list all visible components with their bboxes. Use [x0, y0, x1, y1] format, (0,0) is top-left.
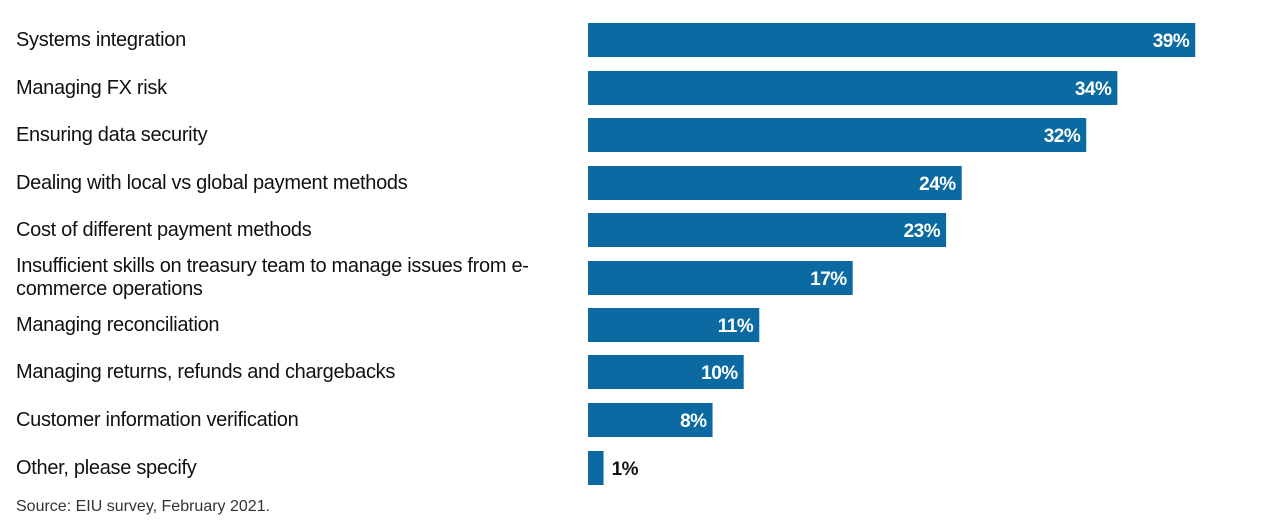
category-label: Cost of different payment methods: [16, 218, 312, 241]
bar: [588, 166, 962, 200]
category-label: Customer information verification: [16, 408, 299, 431]
data-label: 10%: [701, 363, 738, 384]
data-label: 24%: [919, 174, 956, 195]
data-label: 17%: [810, 269, 847, 290]
bar: [588, 71, 1118, 105]
data-label: 39%: [1153, 31, 1190, 52]
data-label: 11%: [718, 316, 754, 337]
category-label: Dealing with local vs global payment met…: [16, 171, 408, 194]
category-label: Insufficient skills on treasury team to …: [16, 255, 529, 300]
bar: [588, 451, 604, 485]
bar: [588, 355, 744, 389]
bar: [588, 308, 760, 342]
bar: [588, 403, 713, 437]
category-label: Managing returns, refunds and chargeback…: [16, 360, 396, 383]
category-label: Managing FX risk: [16, 76, 167, 99]
category-label: Other, please specify: [16, 456, 197, 479]
bar: [588, 213, 947, 247]
source-note: Source: EIU survey, February 2021.: [16, 498, 271, 515]
data-label: 34%: [1075, 79, 1112, 100]
data-label: 1%: [612, 459, 639, 480]
data-label: 8%: [680, 411, 707, 432]
category-label: Systems integration: [16, 28, 186, 51]
data-label: 32%: [1044, 126, 1081, 147]
category-label: Ensuring data security: [16, 123, 208, 146]
bar: [588, 261, 853, 295]
bar: [588, 23, 1196, 57]
category-label: Managing reconciliation: [16, 313, 220, 336]
data-label: 23%: [904, 221, 941, 242]
bar: [588, 118, 1087, 152]
